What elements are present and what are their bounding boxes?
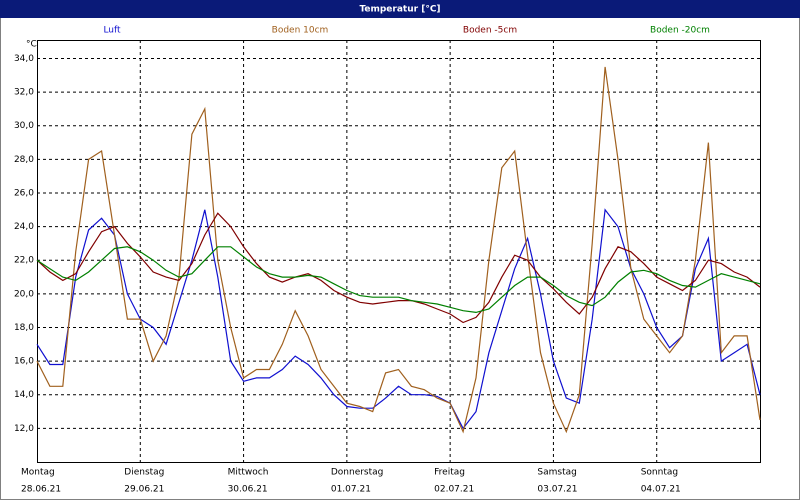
- x-tick-label: Montag: [21, 468, 55, 478]
- x-tick-date: 01.07.21: [331, 485, 371, 495]
- x-tick-label: Mittwoch: [228, 468, 269, 478]
- series-line: [36, 208, 761, 430]
- y-tick-label: 26,0: [14, 188, 34, 198]
- x-tick-label: Dienstag: [124, 468, 164, 478]
- series-line: [36, 212, 761, 324]
- x-tick-label: Freitag: [434, 468, 465, 478]
- y-tick-label: 18,0: [14, 323, 34, 333]
- x-tick-label: Donnerstag: [331, 468, 384, 478]
- series-line: [36, 66, 761, 434]
- title-bar: [0, 0, 800, 18]
- legend-label: Luft: [103, 26, 121, 36]
- x-tick-date: 02.07.21: [434, 485, 474, 495]
- legend-label: Boden -20cm: [650, 26, 710, 36]
- x-tick-label: Samstag: [537, 468, 576, 478]
- series-line: [36, 246, 761, 314]
- y-tick-label: 28,0: [14, 155, 34, 165]
- x-tick-date: 29.06.21: [124, 485, 164, 495]
- x-tick-date: 03.07.21: [537, 485, 577, 495]
- plot-frame: [37, 40, 761, 463]
- y-tick-label: 14,0: [14, 390, 34, 400]
- x-tick-date: 28.06.21: [21, 485, 61, 495]
- x-tick-date: 30.06.21: [228, 485, 268, 495]
- y-tick-label: 34,0: [14, 54, 34, 64]
- y-tick-label: 22,0: [14, 256, 34, 266]
- y-tick-label: 12,0: [14, 424, 34, 434]
- legend-label: Boden -5cm: [463, 26, 517, 36]
- y-tick-label: 24,0: [14, 222, 34, 232]
- y-tick-label: 16,0: [14, 357, 34, 367]
- x-tick-label: Sonntag: [641, 468, 678, 478]
- y-tick-label: 30,0: [14, 121, 34, 131]
- y-unit: °C: [26, 40, 37, 50]
- y-tick-label: 32,0: [14, 88, 34, 98]
- y-tick-label: 20,0: [14, 289, 34, 299]
- chart-title: Temperatur [°C]: [359, 5, 440, 15]
- legend-label: Boden 10cm: [272, 26, 329, 36]
- x-tick-date: 04.07.21: [641, 485, 681, 495]
